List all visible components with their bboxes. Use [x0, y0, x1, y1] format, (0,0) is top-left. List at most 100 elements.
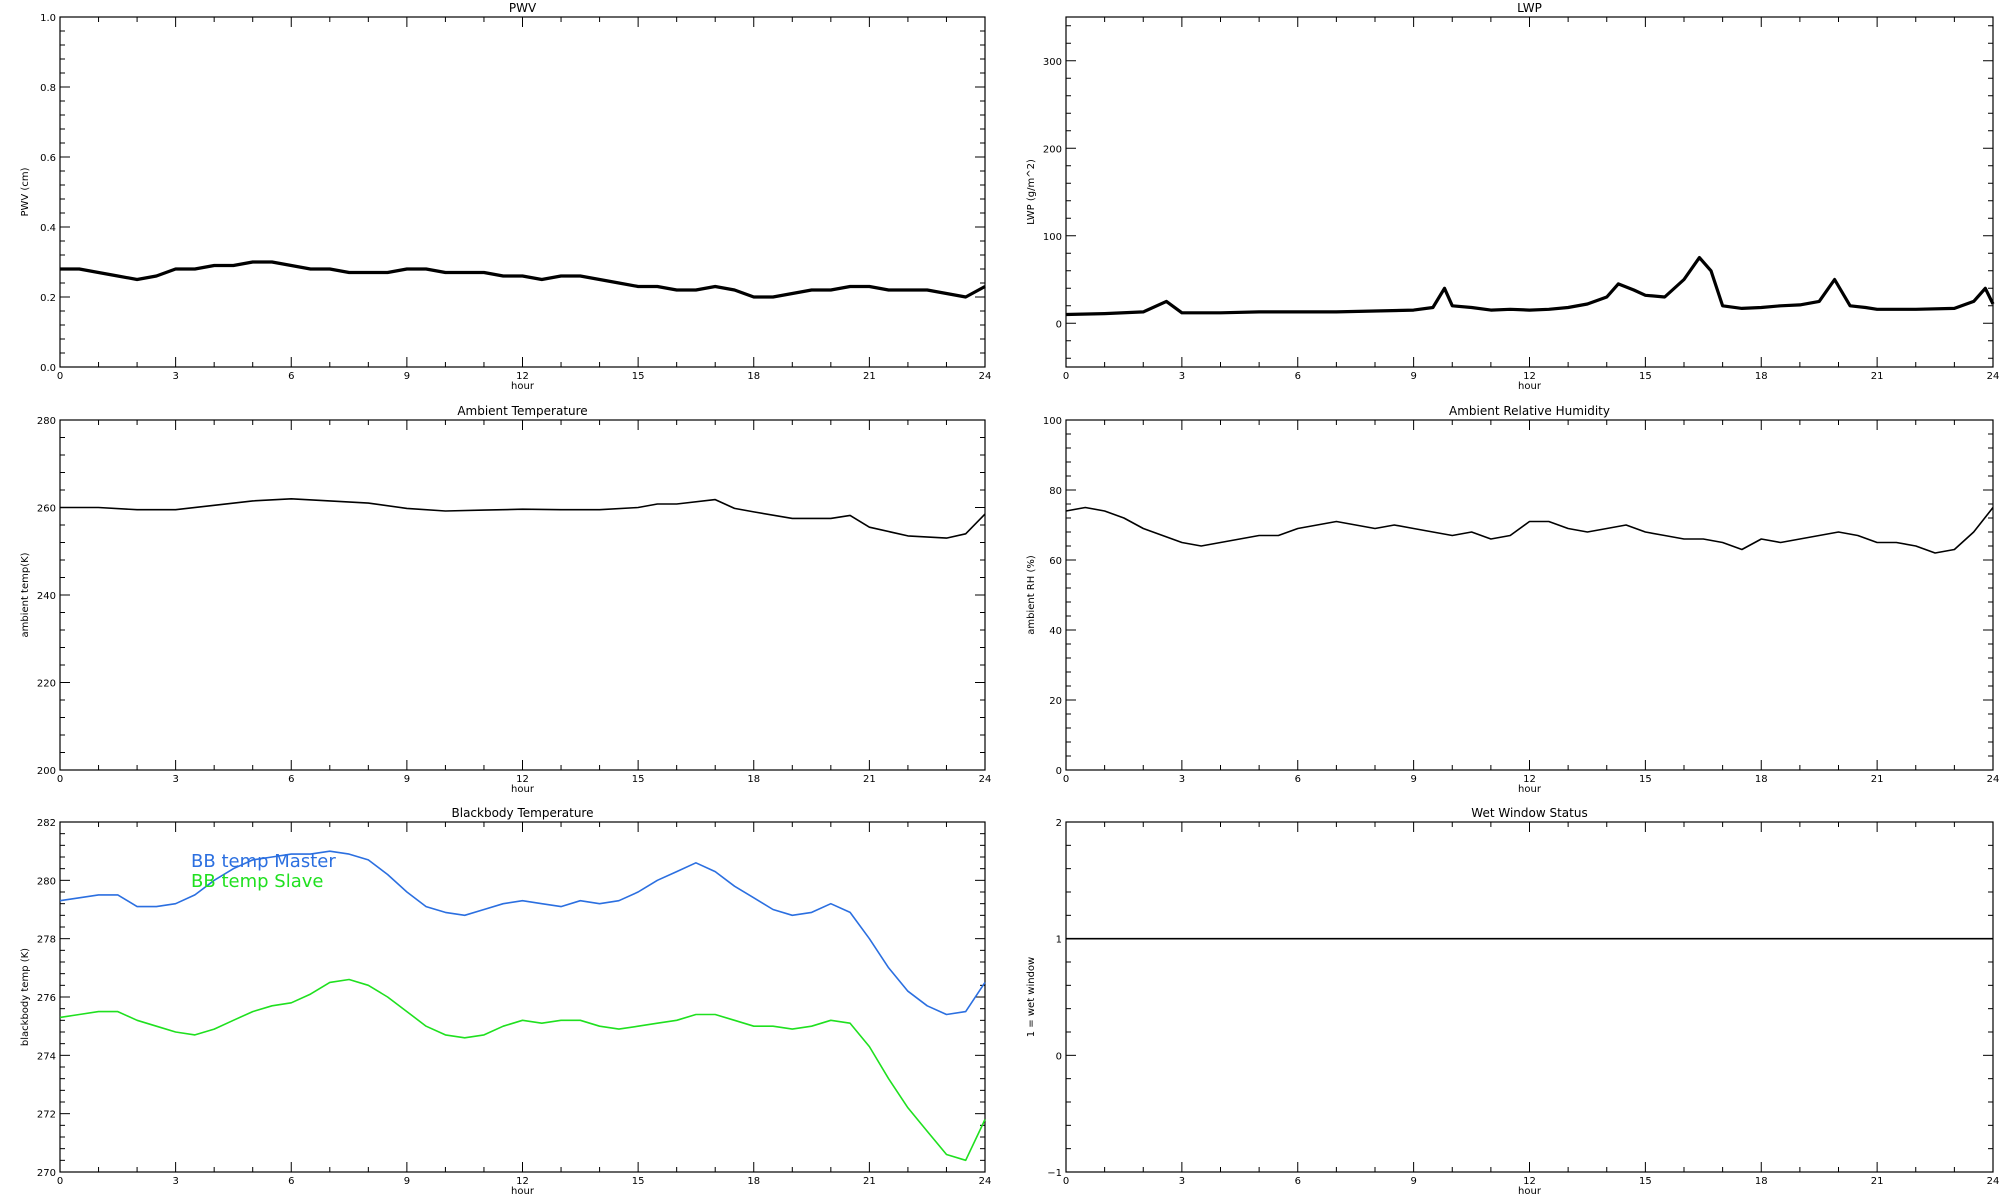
x-axis-label: hour [1518, 1186, 1542, 1197]
plot-frame [1065, 16, 1994, 368]
x-tick-label: 15 [1639, 1176, 1652, 1187]
y-tick-label: 60 [1049, 556, 1062, 567]
chart-panel-lwp: LWP 0 3 6 9 12 15 18 21 24 hour 0 100 200 300 LWP (g/m^… [1026, 1, 1999, 392]
y-tick-label: 0.4 [40, 223, 56, 234]
x-tick-label: 24 [1987, 371, 2000, 382]
x-tick-label: 3 [172, 1176, 178, 1187]
x-tick-label: 24 [979, 774, 992, 785]
x-tick-label: 18 [747, 1176, 760, 1187]
x-tick-label: 9 [1410, 1176, 1416, 1187]
x-tick-label: 9 [404, 774, 410, 785]
y-tick-label: 280 [37, 416, 56, 427]
x-tick-label: 18 [747, 371, 760, 382]
y-tick-label: 260 [37, 504, 56, 515]
series-line-bb-temp-master [59, 850, 986, 1016]
x-axis-label: hour [1518, 784, 1542, 795]
x-tick-label: 24 [979, 1176, 992, 1187]
x-axis-label: hour [511, 381, 535, 392]
y-tick-label: 40 [1049, 626, 1062, 637]
x-tick-label: 9 [1410, 371, 1416, 382]
series-line [1065, 506, 1994, 554]
x-tick-label: 24 [979, 371, 992, 382]
y-tick-label: 200 [37, 766, 56, 777]
x-tick-label: 15 [1639, 371, 1652, 382]
x-tick-label: 21 [1871, 1176, 1884, 1187]
y-tick-label: 220 [37, 679, 56, 690]
x-tick-label: 3 [1179, 371, 1185, 382]
y-axis-label: LWP (g/m^2) [1026, 159, 1037, 225]
y-axis-label: PWV (cm) [20, 167, 31, 216]
x-tick-label: 0 [57, 1176, 63, 1187]
y-tick-label: −1 [1047, 1168, 1062, 1179]
plot-frame [59, 419, 986, 771]
chart-panel-blackbody_temp: Blackbody Temperature 0 3 6 9 12 15 18 21 24 hour 2… [20, 806, 991, 1197]
chart-title: Ambient Temperature [457, 404, 587, 418]
x-tick-label: 21 [863, 774, 876, 785]
x-tick-label: 3 [1179, 774, 1185, 785]
x-tick-label: 3 [1179, 1176, 1185, 1187]
y-tick-label: 200 [1043, 144, 1062, 155]
x-tick-label: 6 [288, 371, 294, 382]
y-tick-label: 278 [37, 935, 56, 946]
x-tick-label: 6 [1295, 1176, 1301, 1187]
x-tick-label: 6 [288, 1176, 294, 1187]
chart-title: LWP [1517, 1, 1542, 15]
y-tick-label: 270 [37, 1168, 56, 1179]
x-tick-label: 12 [1523, 371, 1536, 382]
x-tick-label: 18 [1755, 1176, 1768, 1187]
y-tick-label: 20 [1049, 696, 1062, 707]
x-tick-label: 21 [1871, 774, 1884, 785]
y-tick-label: 1 [1056, 935, 1062, 946]
legend-entry: BB temp Slave [191, 871, 323, 892]
x-tick-label: 0 [57, 371, 63, 382]
x-tick-label: 15 [632, 371, 645, 382]
x-tick-label: 15 [1639, 774, 1652, 785]
x-tick-label: 24 [1987, 774, 2000, 785]
y-tick-label: 272 [37, 1110, 56, 1121]
x-tick-label: 18 [747, 774, 760, 785]
x-tick-label: 15 [632, 774, 645, 785]
x-tick-label: 9 [404, 371, 410, 382]
y-axis-label: ambient temp(K) [20, 552, 31, 637]
x-axis-label: hour [511, 784, 535, 795]
x-tick-label: 18 [1755, 774, 1768, 785]
x-tick-label: 12 [516, 1176, 529, 1187]
series-line [60, 260, 986, 299]
chart-title: Blackbody Temperature [452, 806, 594, 820]
chart-title: PWV [509, 1, 537, 15]
y-axis-label: ambient RH (%) [1026, 555, 1037, 635]
x-axis-label: hour [511, 1186, 535, 1197]
y-tick-label: 276 [37, 993, 56, 1004]
series-line-bb-temp-slave [59, 978, 986, 1162]
x-tick-label: 24 [1987, 1176, 2000, 1187]
y-axis-label: blackbody temp (K) [20, 948, 31, 1046]
y-tick-label: 274 [37, 1051, 56, 1062]
y-axis-label: 1 = wet window [1026, 957, 1037, 1037]
x-tick-label: 15 [632, 1176, 645, 1187]
y-tick-label: 0 [1056, 319, 1062, 330]
y-tick-label: 282 [37, 818, 56, 829]
series-line [60, 498, 986, 539]
y-tick-label: 2 [1056, 818, 1062, 829]
chart-title: Ambient Relative Humidity [1449, 404, 1610, 418]
x-tick-label: 9 [404, 1176, 410, 1187]
x-tick-label: 18 [1755, 371, 1768, 382]
chart-title: Wet Window Status [1471, 806, 1587, 820]
y-tick-label: 240 [37, 591, 56, 602]
x-tick-label: 6 [1295, 774, 1301, 785]
x-tick-label: 21 [1871, 371, 1884, 382]
y-tick-label: 0 [1056, 766, 1062, 777]
x-tick-label: 12 [1523, 1176, 1536, 1187]
x-tick-label: 3 [172, 371, 178, 382]
x-tick-label: 0 [1063, 371, 1069, 382]
x-tick-label: 0 [57, 774, 63, 785]
y-tick-label: 100 [1043, 232, 1062, 243]
chart-panel-ambient_temp: Ambient Temperature 0 3 6 9 12 15 18 21 24 hour 200… [20, 404, 991, 795]
y-tick-label: 1.0 [40, 13, 56, 24]
plot-frame [1065, 419, 1994, 771]
y-tick-label: 0 [1056, 1051, 1062, 1062]
y-tick-label: 0.8 [40, 83, 56, 94]
chart-panel-ambient_rh: Ambient Relative Humidity 0 3 6 9 12 15 18 21 24 h… [1026, 404, 1999, 795]
